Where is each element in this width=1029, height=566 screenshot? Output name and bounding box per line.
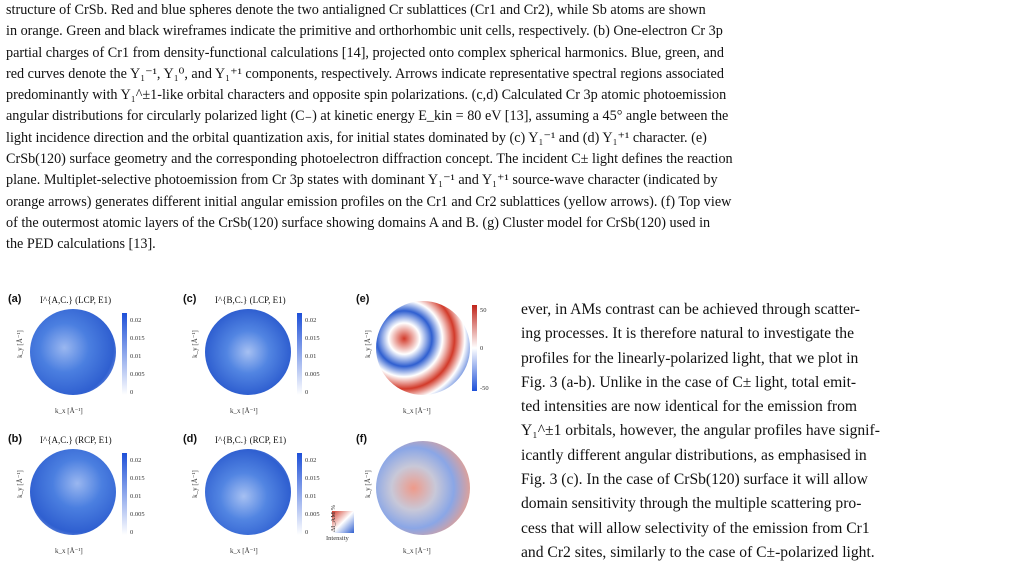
colorbar-tick: 0.01 bbox=[305, 493, 317, 500]
x-axis-label: k_x [Å⁻¹] bbox=[403, 547, 431, 555]
panel-b: (b) I^{A,C.} (RCP, E1) k_y [Å⁻¹] k_x [Å⁻… bbox=[0, 425, 170, 565]
y-axis-label: k_y [Å⁻¹] bbox=[15, 330, 24, 358]
legend-label: ΔI_AM % bbox=[330, 504, 338, 533]
dichroism-map bbox=[376, 301, 470, 395]
y-axis-label: k_y [Å⁻¹] bbox=[363, 330, 372, 358]
caption-line: partial charges of Cr1 from density-func… bbox=[6, 44, 724, 61]
colorbar-tick: 0.02 bbox=[305, 457, 317, 464]
panel-title: I^{A,C.} (RCP, E1) bbox=[40, 435, 112, 445]
body-line: Y₁^±1 orbitals, however, the angular pro… bbox=[521, 422, 880, 440]
colorbar-tick: 0.02 bbox=[130, 457, 142, 464]
colorbar-tick: 0.005 bbox=[305, 371, 320, 378]
panel-label: (d) bbox=[183, 433, 198, 445]
colorbar-tick: 0.01 bbox=[130, 493, 142, 500]
intensity-map bbox=[30, 449, 116, 535]
caption-line: plane. Multiplet-selective photoemission… bbox=[6, 172, 718, 189]
colorbar-tick: 0.005 bbox=[130, 511, 145, 518]
colorbar-tick: 0.015 bbox=[130, 335, 145, 342]
caption-line: predominantly with Y₁^±1-like orbital ch… bbox=[6, 87, 727, 104]
body-text-column: ever, in AMs contrast can be achieved th… bbox=[521, 298, 1021, 565]
x-axis-label: k_x [Å⁻¹] bbox=[403, 407, 431, 415]
caption-line: the PED calculations [13]. bbox=[6, 236, 156, 253]
legend-label: Intensity bbox=[326, 535, 349, 542]
colorbar bbox=[122, 453, 127, 535]
x-axis-label: k_x [Å⁻¹] bbox=[230, 407, 258, 415]
panel-label: (b) bbox=[8, 433, 23, 445]
caption-line: structure of CrSb. Red and blue spheres … bbox=[6, 2, 706, 18]
caption-line: light incidence direction and the orbita… bbox=[6, 129, 707, 146]
caption-line: orange arrows) generates different initi… bbox=[6, 193, 732, 210]
intensity-map bbox=[205, 449, 291, 535]
body-line: ing processes. It is therefore natural t… bbox=[521, 325, 854, 343]
x-axis-label: k_x [Å⁻¹] bbox=[230, 547, 258, 555]
panel-d: (d) I^{B,C.} (RCP, E1) k_y [Å⁻¹] k_x [Å⁻… bbox=[175, 425, 345, 565]
colorbar-tick: 0.015 bbox=[305, 335, 320, 342]
body-line: Fig. 3 (c). In the case of CrSb(120) sur… bbox=[521, 471, 868, 489]
color-legend-square bbox=[332, 511, 354, 533]
panel-title: I^{A,C.} (LCP, E1) bbox=[40, 295, 112, 305]
x-axis-label: k_x [Å⁻¹] bbox=[55, 407, 83, 415]
x-axis-label: k_x [Å⁻¹] bbox=[55, 547, 83, 555]
panel-e: (e) k_y [Å⁻¹] k_x [Å⁻¹] 50 0 -50 bbox=[348, 285, 505, 425]
panel-label: (e) bbox=[356, 293, 370, 305]
panel-title: I^{B,C.} (LCP, E1) bbox=[215, 295, 286, 305]
colorbar-tick: -50 bbox=[480, 385, 489, 392]
panel-c: (c) I^{B,C.} (LCP, E1) k_y [Å⁻¹] k_x [Å⁻… bbox=[175, 285, 345, 425]
body-line: cess that will allow selectivity of the … bbox=[521, 519, 870, 537]
body-line: Fig. 3 (a-b). Unlike in the case of C± l… bbox=[521, 373, 857, 391]
y-axis-label: k_y [Å⁻¹] bbox=[15, 470, 24, 498]
colorbar bbox=[122, 313, 127, 395]
caption-line: red curves denote the Y₁⁻¹, Y₁⁰, and Y₁⁺… bbox=[6, 65, 724, 82]
panel-title: I^{B,C.} (RCP, E1) bbox=[215, 435, 287, 445]
y-axis-label: k_y [Å⁻¹] bbox=[190, 470, 199, 498]
body-line: icantly different angular distributions,… bbox=[521, 446, 867, 464]
body-line: profiles for the linearly-polarized ligh… bbox=[521, 349, 859, 367]
panel-f: (f) k_y [Å⁻¹] k_x [Å⁻¹] ΔI_AM % Intensit… bbox=[326, 425, 505, 565]
figure-caption: structure of CrSb. Red and blue spheres … bbox=[6, 0, 1018, 256]
colorbar-tick: 0 bbox=[305, 389, 309, 396]
panel-label: (c) bbox=[183, 293, 197, 305]
y-axis-label: k_y [Å⁻¹] bbox=[363, 470, 372, 498]
body-line: ted intensities are now identical for th… bbox=[521, 398, 858, 416]
body-line: domain sensitivity through the multiple … bbox=[521, 495, 862, 513]
colorbar-tick: 0.02 bbox=[130, 317, 142, 324]
body-line: ever, in AMs contrast can be achieved th… bbox=[521, 301, 860, 318]
colorbar-tick: 0 bbox=[480, 345, 484, 352]
colorbar-tick: 0.015 bbox=[305, 475, 320, 482]
panel-label: (a) bbox=[8, 293, 22, 305]
panel-a: (a) I^{A,C.} (LCP, E1) k_y [Å⁻¹] k_x [Å⁻… bbox=[0, 285, 170, 425]
colorbar-tick: 0.015 bbox=[130, 475, 145, 482]
y-axis-label: k_y [Å⁻¹] bbox=[190, 330, 199, 358]
colorbar bbox=[472, 305, 477, 391]
colorbar-tick: 0.005 bbox=[305, 511, 320, 518]
body-line: and Cr2 sites, similarly to the case of … bbox=[521, 543, 875, 561]
colorbar-tick: 0.005 bbox=[130, 371, 145, 378]
figure-3: (a) I^{A,C.} (LCP, E1) k_y [Å⁻¹] k_x [Å⁻… bbox=[0, 285, 505, 566]
colorbar bbox=[297, 453, 302, 535]
colorbar-tick: 0.01 bbox=[305, 353, 317, 360]
colorbar bbox=[297, 313, 302, 395]
intensity-map bbox=[30, 309, 116, 395]
panel-label: (f) bbox=[356, 433, 367, 445]
caption-line: CrSb(120) surface geometry and the corre… bbox=[6, 151, 733, 168]
colorbar-tick: 0 bbox=[130, 389, 134, 396]
colorbar-tick: 0 bbox=[305, 529, 309, 536]
colorbar-tick: 0.01 bbox=[130, 353, 142, 360]
colorbar-tick: 0 bbox=[130, 529, 134, 536]
caption-line: of the outermost atomic layers of the Cr… bbox=[6, 214, 711, 231]
caption-line: in orange. Green and black wireframes in… bbox=[6, 23, 723, 40]
colorbar-tick: 0.02 bbox=[305, 317, 317, 324]
intensity-map bbox=[205, 309, 291, 395]
caption-line: angular distributions for circularly pol… bbox=[6, 108, 729, 125]
colorbar-tick: 50 bbox=[480, 307, 487, 314]
combined-map bbox=[376, 441, 470, 535]
